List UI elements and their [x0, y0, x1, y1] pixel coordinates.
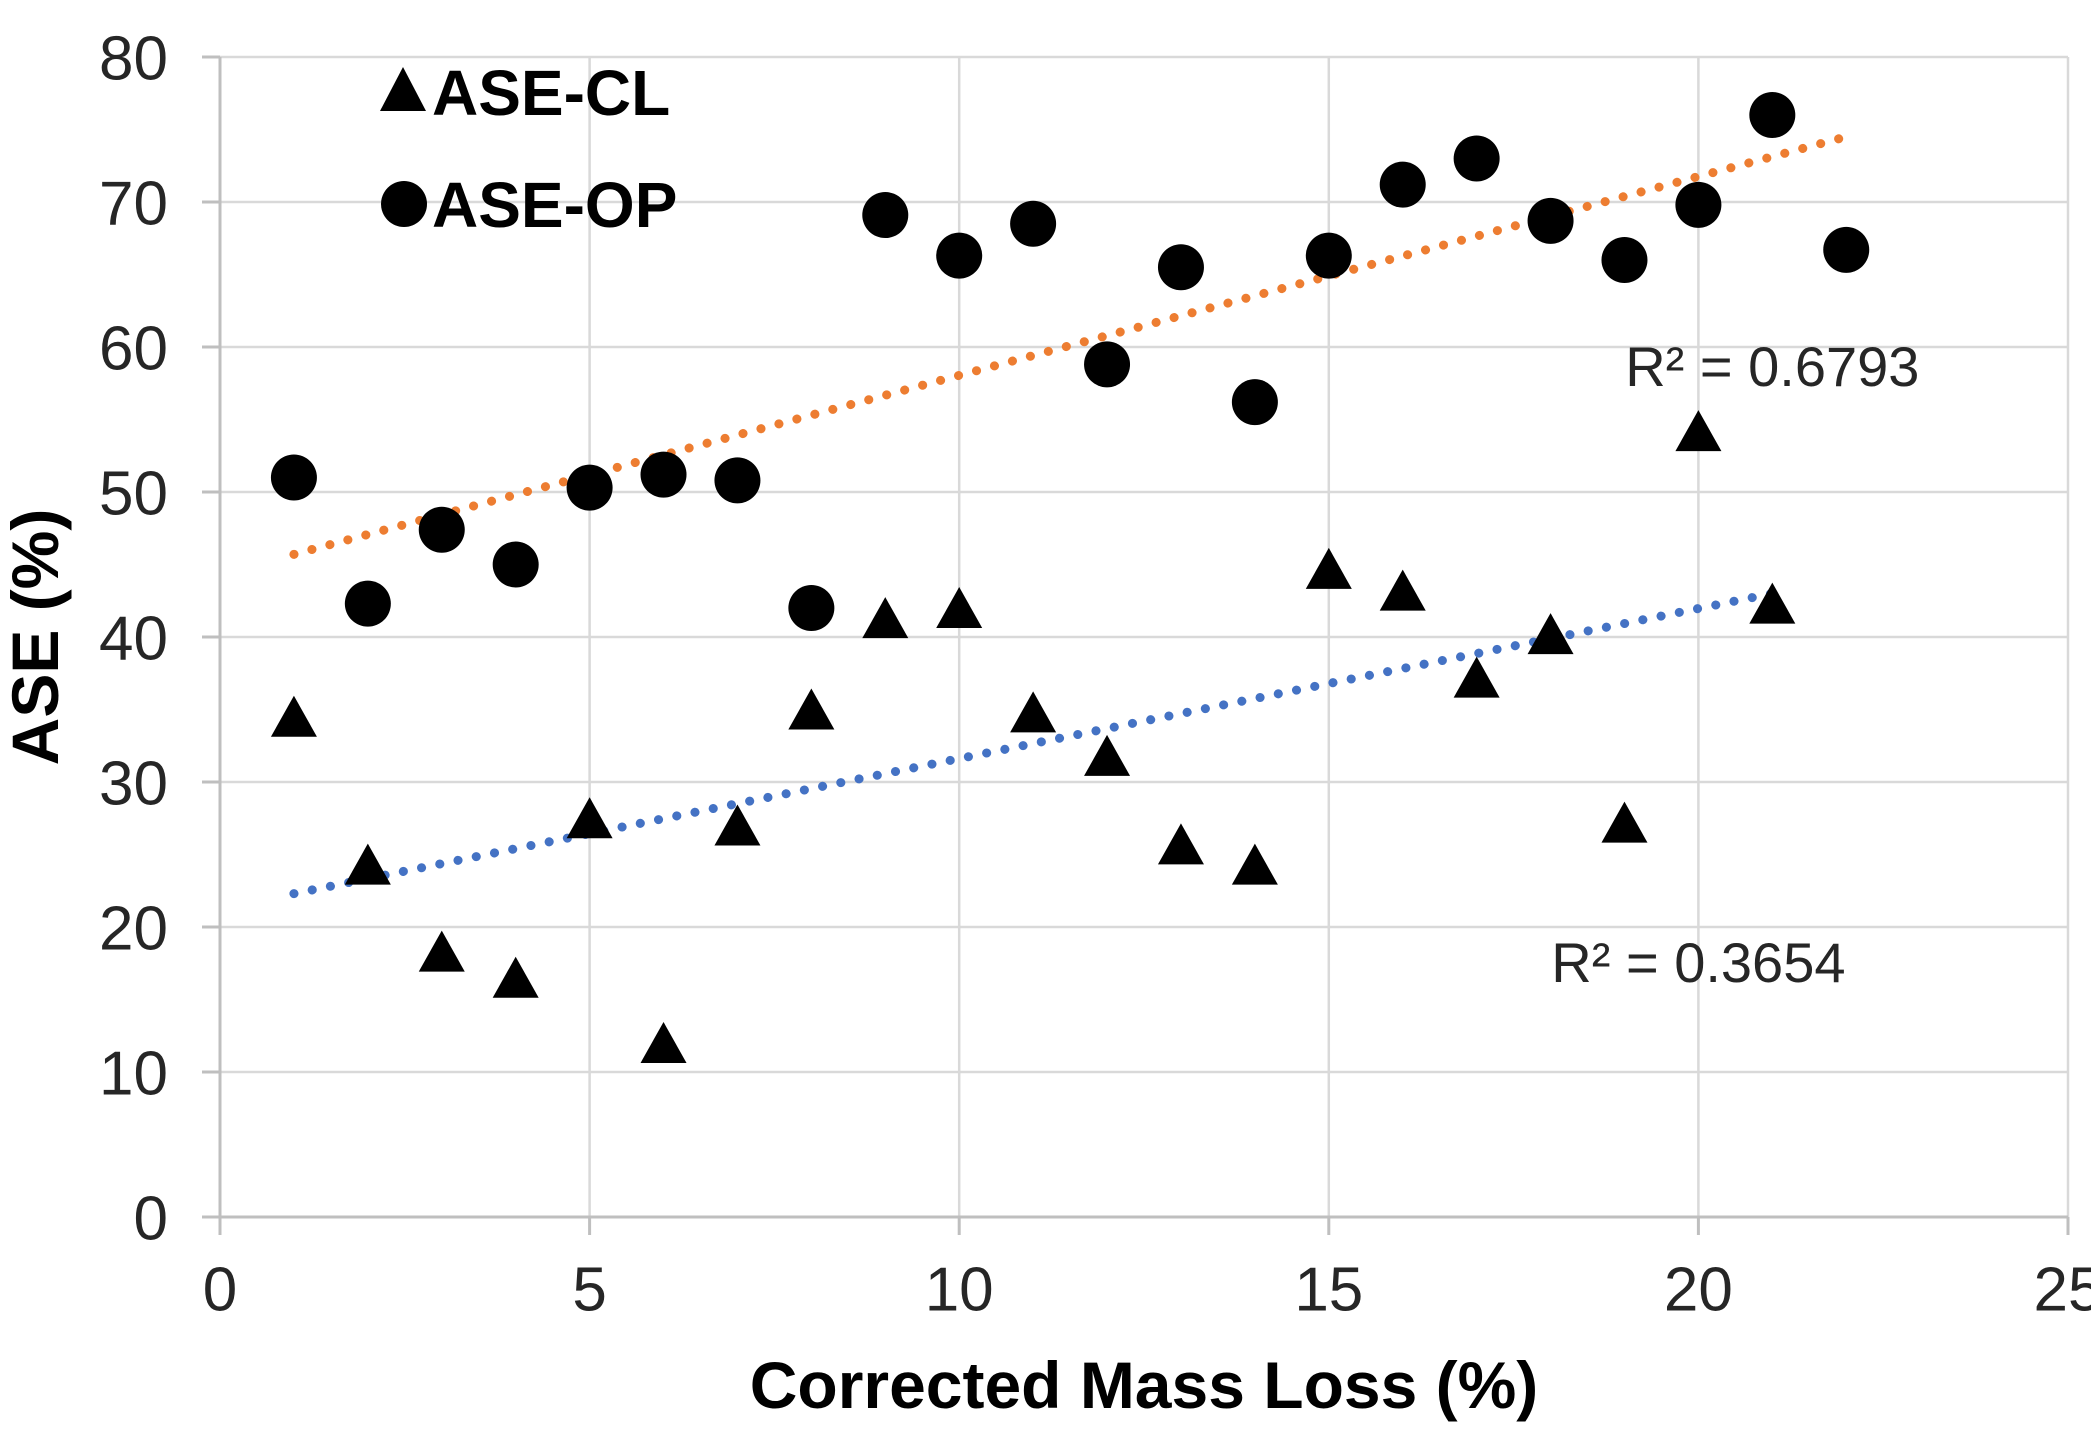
y-tick-label: 10 [99, 1039, 168, 1108]
data-point-ase-op [270, 454, 317, 501]
y-tick-label: 60 [99, 314, 168, 383]
data-point-ase-cl [1305, 547, 1352, 589]
data-point-ase-op [1084, 341, 1131, 388]
data-point-ase-op [1379, 161, 1426, 208]
data-point-ase-op [1675, 181, 1722, 228]
x-tick-label: 25 [2034, 1255, 2091, 1324]
legend-marker-circle-icon [381, 181, 427, 227]
data-point-ase-cl [1379, 569, 1426, 611]
data-point-ase-op [1453, 135, 1500, 182]
data-point-ase-cl [1157, 823, 1204, 865]
data-point-ase-cl [1749, 582, 1796, 624]
data-point-ase-cl [270, 695, 317, 737]
y-tick-label: 30 [99, 749, 168, 818]
data-point-ase-op [1010, 200, 1057, 247]
x-tick-label: 15 [1294, 1255, 1363, 1324]
x-tick-label: 5 [572, 1255, 606, 1324]
data-point-ase-cl [1010, 691, 1057, 733]
r2-label-ase-op: R² = 0.6793 [1625, 335, 1919, 398]
data-point-ase-op [492, 541, 539, 588]
data-point-ase-op [344, 580, 391, 627]
trendlines [289, 132, 1851, 899]
tick-labels: 0 10 20 30 40 50 60 70 80 0 5 10 15 20 25 [99, 24, 2091, 1324]
data-point-ase-cl [640, 1022, 687, 1063]
x-tick-label: 0 [203, 1255, 237, 1324]
data-point-ase-cl [936, 587, 983, 628]
legend-label-ase-cl: ASE-CL [432, 57, 670, 129]
data-point-ase-cl [566, 797, 613, 839]
data-point-ase-op [1157, 244, 1204, 291]
x-tick-label: 10 [925, 1255, 994, 1324]
data-point-ase-cl [492, 956, 539, 998]
y-tick-label: 20 [99, 894, 168, 963]
y-tick-label: 80 [99, 24, 168, 93]
y-tick-label: 70 [99, 169, 168, 238]
data-point-ase-op [1231, 379, 1278, 426]
data-point-ase-op [1749, 92, 1796, 138]
data-point-ase-cl [862, 597, 909, 639]
data-point-ase-op [1601, 237, 1648, 283]
data-point-ase-cl [1675, 410, 1722, 452]
data-point-ase-cl [418, 930, 465, 972]
y-tick-label: 40 [99, 604, 168, 673]
data-point-ase-op [936, 232, 983, 279]
data-point-ase-op [1823, 226, 1870, 273]
data-point-ase-cl [788, 688, 835, 730]
r2-label-ase-cl: R² = 0.3654 [1551, 931, 1845, 994]
data-point-ase-op [788, 585, 835, 631]
data-point-ase-op [418, 506, 465, 553]
y-tick-label: 0 [134, 1184, 168, 1253]
legend: ASE-CL ASE-OP [380, 57, 677, 241]
data-point-ase-cl [714, 804, 761, 846]
trendline-ase-op [289, 132, 1851, 559]
legend-marker-triangle-icon [380, 67, 426, 111]
data-point-ase-op [1305, 232, 1352, 279]
data-point-ase-cl [1527, 613, 1574, 655]
data-point-ase-op [640, 451, 687, 498]
data-points [270, 92, 1870, 1063]
data-point-ase-cl [1231, 843, 1278, 885]
data-point-ase-cl [1084, 734, 1131, 776]
x-axis-title: Corrected Mass Loss (%) [750, 1348, 1539, 1422]
data-point-ase-cl [344, 843, 391, 885]
data-point-ase-cl [1453, 656, 1500, 698]
x-tick-label: 20 [1664, 1255, 1733, 1324]
y-tick-label: 50 [99, 459, 168, 528]
y-axis-title: ASE (%) [0, 509, 72, 766]
data-point-ase-cl [1601, 801, 1648, 843]
axes [202, 55, 2070, 1235]
data-point-ase-op [714, 457, 761, 504]
data-point-ase-op [1527, 197, 1574, 244]
data-point-ase-op [566, 464, 613, 511]
data-point-ase-op [862, 192, 909, 239]
legend-label-ase-op: ASE-OP [432, 169, 677, 241]
